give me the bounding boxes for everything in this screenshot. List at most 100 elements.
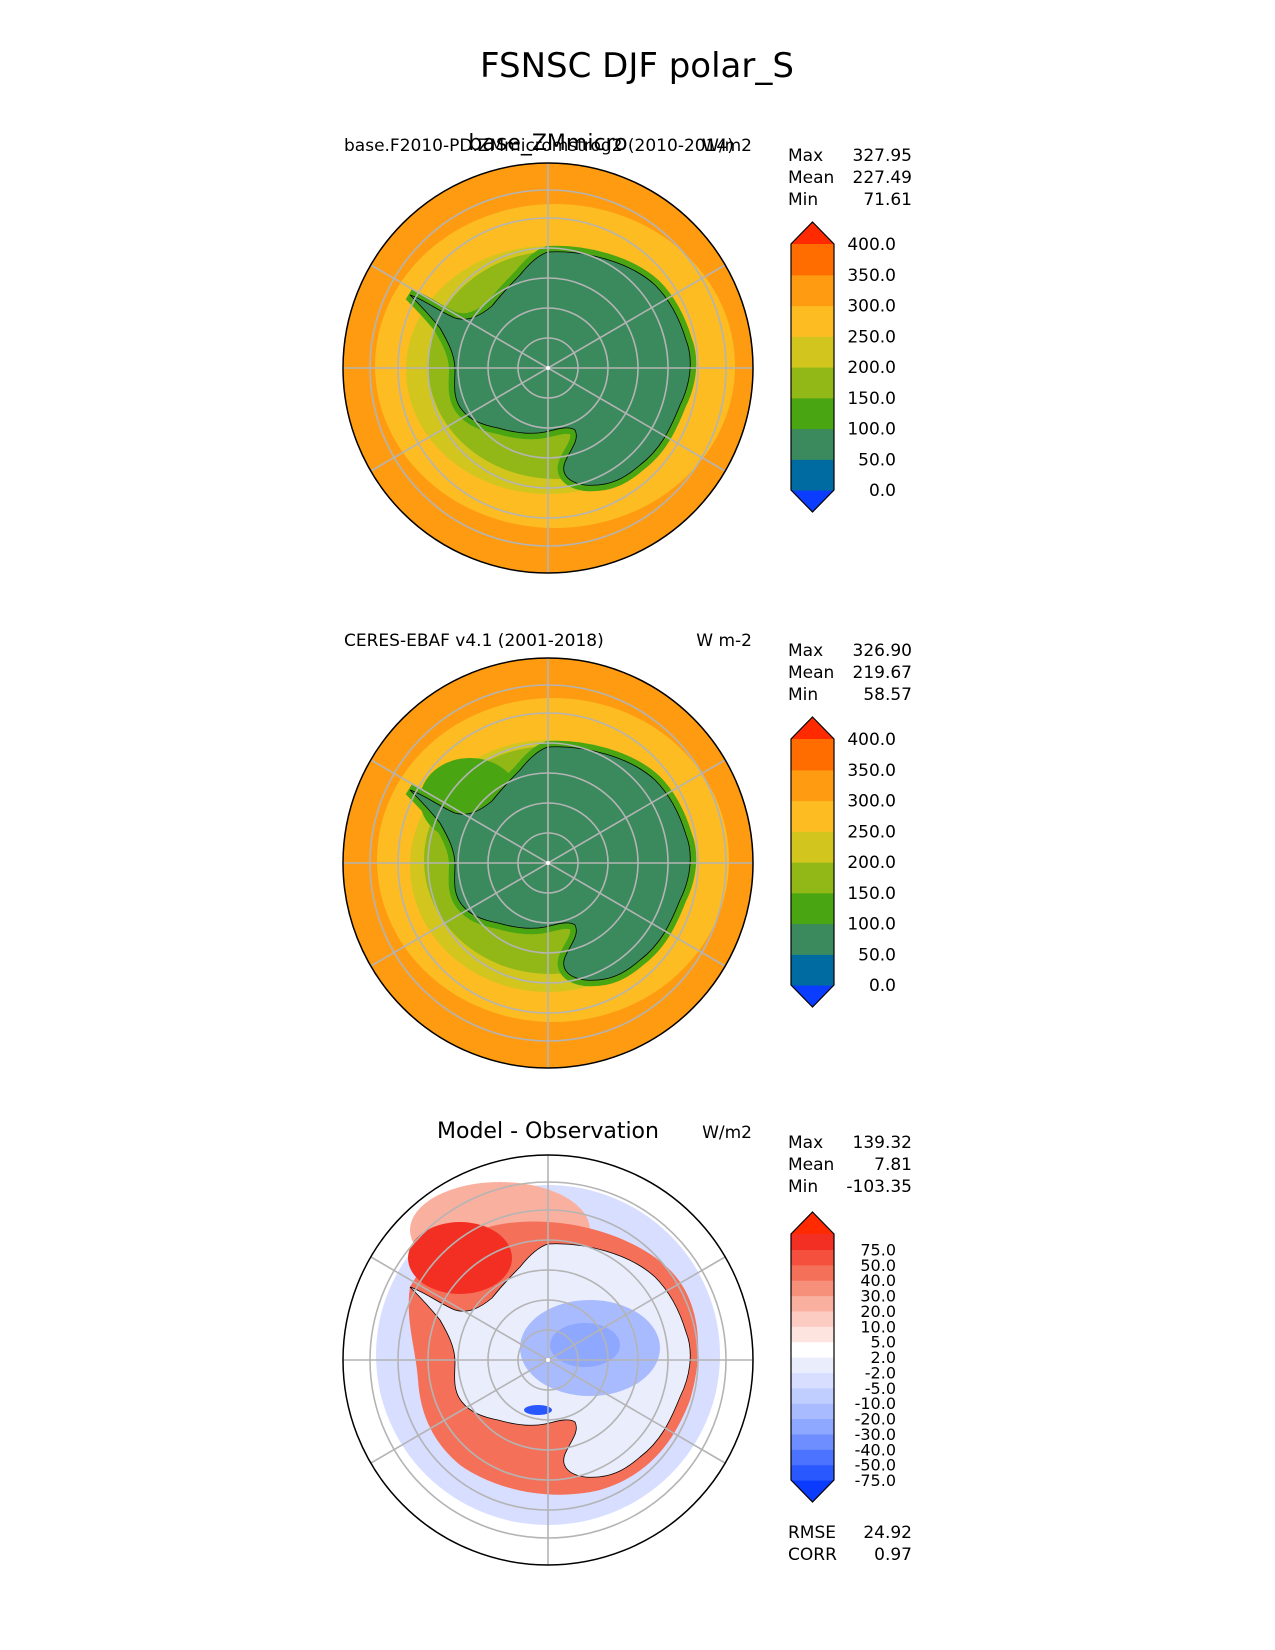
diff-patch-strong-blue [524,1405,552,1415]
figure-title: FSNSC DJF polar_S [480,46,794,86]
colorbar-tick-label: 2.0 [871,1348,896,1367]
colorbar-tick-label: 200.0 [847,853,896,873]
colorbar-tick-label: 50.0 [858,450,896,470]
colorbar-outline [790,221,835,513]
colorbar-tick-label: 400.0 [847,730,896,750]
colorbar-segment [791,862,834,894]
colorbar-segment [791,1341,834,1358]
colorbar-segment [791,1372,834,1389]
colorbar-difference: -75.0-50.0-40.0-30.0-20.0-10.0-5.0-2.02.… [790,1211,896,1503]
graticule [343,163,753,573]
map-frame [342,1154,754,1566]
colorbar-outline [790,716,835,1008]
stat-mean: 7.81 [874,1155,912,1175]
colorbar-segment [791,1249,834,1266]
stat-mean: 219.67 [853,663,912,683]
colorbar-segment [791,274,834,307]
stat-mean-label: Mean [788,663,834,683]
colorbar-observation: 0.0 50.0 100.0 150.0 200.0 250.0 300.0 350.0 400… [790,716,896,1008]
colorbar-tick-label: 0.0 [869,976,896,996]
stat-min: 58.57 [863,685,912,705]
colorbar-tick-label: 75.0 [860,1240,896,1259]
stat-max: 326.90 [853,641,912,661]
colorbar-segment [791,892,834,925]
colorbar-segment [791,954,834,986]
colorbar-tick-label: 100.0 [847,420,896,440]
stat-min-label: Min [788,685,818,705]
colorbar-segment [791,428,834,460]
colorbar-tick-label: 250.0 [847,327,896,347]
colorbar-tick-label: 300.0 [847,792,896,812]
panel-model: base_ZMmicro base.F2010-PD.ZMmicromstrog… [342,131,912,574]
stats-difference: Max 139.32 Mean 7.81 Min -103.35 [788,1133,912,1197]
colorbar-tick-label: 200.0 [847,358,896,378]
colorbar-model: 0.0 50.0 100.0 150.0 200.0 250.0 300.0 350.0 400… [790,221,896,513]
panel-observation-units: W m-2 [696,631,752,651]
colorbar-segment [791,1418,834,1435]
colorbar-tick-label: 350.0 [847,761,896,781]
colorbar-segment [791,923,834,955]
colorbar-segment [791,1310,834,1327]
stat-min-label: Min [788,190,818,210]
colorbar-tick-label: 50.0 [858,945,896,965]
colorbar-tick-label: -50.0 [855,1456,896,1475]
colorbar-segment [791,1387,834,1404]
stat-max: 139.32 [853,1133,912,1153]
stats-observation: Max 326.90 Mean 219.67 Min 58.57 [788,641,912,705]
stat-mean: 227.49 [853,168,912,188]
polar-map-observation [343,658,753,1068]
stat-max: 327.95 [853,146,912,166]
colorbar-tick-label: 150.0 [847,389,896,409]
colorbar-segment [791,1464,834,1481]
colorbar-segment [791,1234,834,1250]
colorbar-tick-label: 100.0 [847,915,896,935]
colorbar-tick-label: 30.0 [860,1287,896,1306]
stat-max-label: Max [788,641,823,661]
colorbar-segment [791,769,834,802]
colorbar-tick-label: 10.0 [860,1317,896,1336]
stats-model: Max 327.95 Mean 227.49 Min 71.61 [788,146,912,210]
colorbar-tick-label: 40.0 [860,1271,896,1290]
map-frame [342,657,754,1069]
colorbar-segment [791,397,834,430]
colorbar-segment [791,831,834,863]
colorbar-segment [791,305,834,337]
colorbar-extend-max [791,222,834,244]
colorbar-tick-label: -10.0 [855,1394,896,1413]
colorbar-segment [791,739,834,771]
colorbar-segment [791,1433,834,1450]
metric-rmse-label: RMSE [788,1523,836,1543]
colorbar-outline [790,1211,835,1503]
panel-model-left-label: base.F2010-PD.ZMmicromstrog2 (2010-2014) [344,136,734,156]
colorbar-extend-max [791,717,834,739]
colorbar-extend-min [791,1480,834,1502]
diff-patch-strong-red [408,1222,512,1294]
colorbar-segment [791,1326,834,1343]
colorbar-tick-label: 300.0 [847,297,896,317]
stat-max-label: Max [788,1133,823,1153]
colorbar-segment [791,459,834,491]
panel-difference-units: W/m2 [702,1123,752,1143]
colorbar-segment [791,800,834,832]
colorbar-tick-label: -40.0 [855,1440,896,1459]
stat-min: -103.35 [846,1177,912,1197]
polar-map-difference [343,1155,753,1565]
metrics-difference: RMSE 24.92 CORR 0.97 [788,1523,912,1565]
colorbar-segment [791,1403,834,1420]
stat-max-label: Max [788,146,823,166]
colorbar-tick-label: 20.0 [860,1302,896,1321]
polar-map-model [343,163,753,573]
colorbar-segment [791,1280,834,1297]
colorbar-tick-label: 0.0 [869,481,896,501]
colorbar-extend-min [791,985,834,1007]
panel-observation: CERES-EBAF v4.1 (2001-2018) W m-2 Max 32… [342,631,912,1069]
stat-mean-label: Mean [788,168,834,188]
panel-difference-title: Model - Observation [437,1119,659,1144]
panel-observation-left-label: CERES-EBAF v4.1 (2001-2018) [344,631,604,651]
stat-min: 71.61 [863,190,912,210]
colorbar-segment [791,1449,834,1466]
panel-model-title: base_ZMmicro [468,131,627,156]
colorbar-tick-label: 350.0 [847,266,896,286]
stat-mean-label: Mean [788,1155,834,1175]
colorbar-segment [791,367,834,399]
